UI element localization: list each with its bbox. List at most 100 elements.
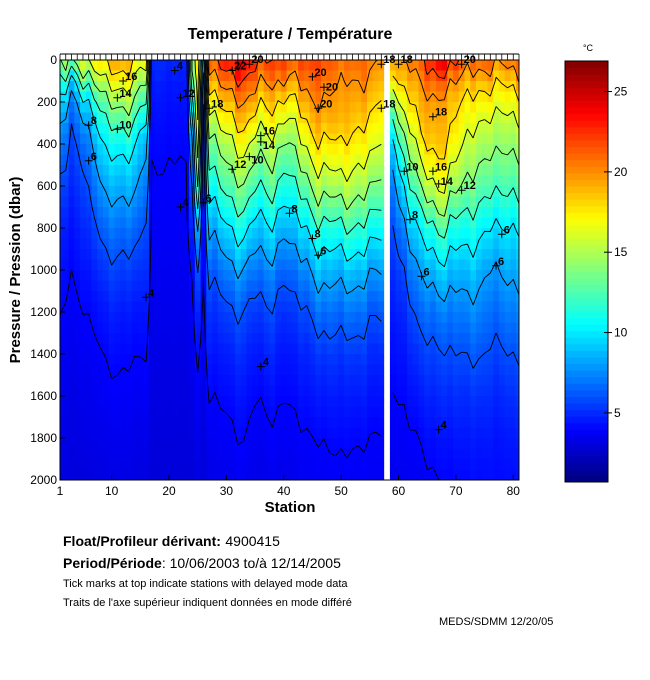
heatmap-cell xyxy=(263,228,270,239)
heatmap-cell xyxy=(447,459,454,470)
heatmap-cell xyxy=(166,343,173,355)
heatmap-cell xyxy=(418,364,425,376)
heatmap-cell xyxy=(355,228,362,239)
heatmap-cell xyxy=(435,406,442,418)
heatmap-cell xyxy=(269,322,276,334)
heatmap-cell xyxy=(120,217,127,229)
heatmap-cell xyxy=(229,207,236,218)
heatmap-cell xyxy=(470,81,477,92)
heatmap-cell xyxy=(498,427,506,439)
heatmap-cell xyxy=(148,217,156,229)
heatmap-cell xyxy=(280,343,288,355)
heatmap-cell xyxy=(292,469,299,481)
heatmap-cell xyxy=(332,186,339,197)
heatmap-cell xyxy=(372,322,379,334)
heatmap-cell xyxy=(240,448,247,460)
heatmap-cell xyxy=(516,70,520,82)
contour-line-18 xyxy=(107,59,520,160)
heatmap-cell xyxy=(275,291,282,302)
heatmap-cell xyxy=(114,70,121,82)
heatmap-cell xyxy=(125,91,133,103)
heatmap-cell xyxy=(269,385,276,397)
heatmap-cell xyxy=(453,406,460,418)
heatmap-cell xyxy=(166,417,173,428)
heatmap-cell xyxy=(349,217,356,229)
heatmap-cell xyxy=(470,375,477,386)
heatmap-cell xyxy=(424,385,431,397)
heatmap-cell xyxy=(458,123,465,134)
heatmap-cell xyxy=(395,186,402,197)
heatmap-cell xyxy=(206,301,213,313)
heatmap-cell xyxy=(62,270,70,281)
heatmap-cell xyxy=(131,459,138,470)
heatmap-cell xyxy=(303,291,310,302)
heatmap-cell xyxy=(212,333,219,344)
heatmap-cell xyxy=(395,396,402,407)
heatmap-cell xyxy=(166,144,173,155)
heatmap-cell xyxy=(389,427,397,439)
heatmap-cell xyxy=(366,175,374,187)
heatmap-cell xyxy=(401,217,408,229)
heatmap-cell xyxy=(401,312,408,323)
heatmap-cell xyxy=(85,207,92,218)
heatmap-cell xyxy=(326,438,333,449)
heatmap-cell xyxy=(395,333,402,344)
heatmap-cell xyxy=(280,144,288,155)
heatmap-cell xyxy=(493,228,500,239)
heatmap-cell xyxy=(200,217,207,229)
heatmap-cell xyxy=(80,354,87,365)
heatmap-cell xyxy=(481,364,488,376)
heatmap-cell xyxy=(389,186,397,197)
heatmap-cell xyxy=(280,427,288,439)
heatmap-cell xyxy=(378,354,385,365)
heatmap-cell xyxy=(453,438,460,449)
heatmap-cell xyxy=(240,228,247,239)
heatmap-cell xyxy=(355,343,362,355)
heatmap-cell xyxy=(68,165,75,176)
heatmap-cell xyxy=(252,186,259,197)
heatmap-cell xyxy=(240,165,247,176)
heatmap-cell xyxy=(441,249,448,260)
heatmap-cell xyxy=(338,217,345,229)
heatmap-cell xyxy=(315,123,322,134)
heatmap-cell xyxy=(200,354,207,365)
heatmap-cell xyxy=(131,291,138,302)
heatmap-cell xyxy=(458,259,465,271)
heatmap-cell xyxy=(108,154,115,166)
heatmap-cell xyxy=(407,396,414,407)
heatmap-cell xyxy=(125,238,133,250)
heatmap-cell xyxy=(349,238,356,250)
heatmap-cell xyxy=(114,249,121,260)
heatmap-cell xyxy=(137,396,144,407)
heatmap-cell xyxy=(498,207,506,218)
heatmap-cell xyxy=(475,354,483,365)
credit: MEDS/SDMM 12/20/05 xyxy=(439,616,554,628)
heatmap-cell xyxy=(223,165,230,176)
heatmap-cell xyxy=(407,375,414,386)
heatmap-cell xyxy=(189,417,196,428)
heatmap-cell xyxy=(217,438,224,449)
heatmap-cell xyxy=(68,375,75,386)
heatmap-cell xyxy=(407,259,414,271)
heatmap-cell xyxy=(407,406,414,418)
heatmap-cell xyxy=(338,364,345,376)
heatmap-cell xyxy=(458,406,465,418)
heatmap-cell xyxy=(177,427,184,439)
heatmap-cell xyxy=(154,448,161,460)
heatmap-cell xyxy=(189,102,196,113)
heatmap-cell xyxy=(487,375,494,386)
heatmap-cell xyxy=(389,81,397,92)
heatmap-cell xyxy=(85,396,92,407)
heatmap-cell xyxy=(355,102,362,113)
heatmap-cell xyxy=(234,112,242,124)
heatmap-cell xyxy=(240,175,247,187)
heatmap-cell xyxy=(143,207,150,218)
heatmap-cell xyxy=(447,123,454,134)
heatmap-cell xyxy=(177,207,184,218)
heatmap-cell xyxy=(246,207,253,218)
heatmap-cell xyxy=(148,196,156,208)
heatmap-cell xyxy=(441,217,448,229)
heatmap-cell xyxy=(131,333,138,344)
heatmap-cell xyxy=(137,270,144,281)
heatmap-cell xyxy=(91,364,98,376)
